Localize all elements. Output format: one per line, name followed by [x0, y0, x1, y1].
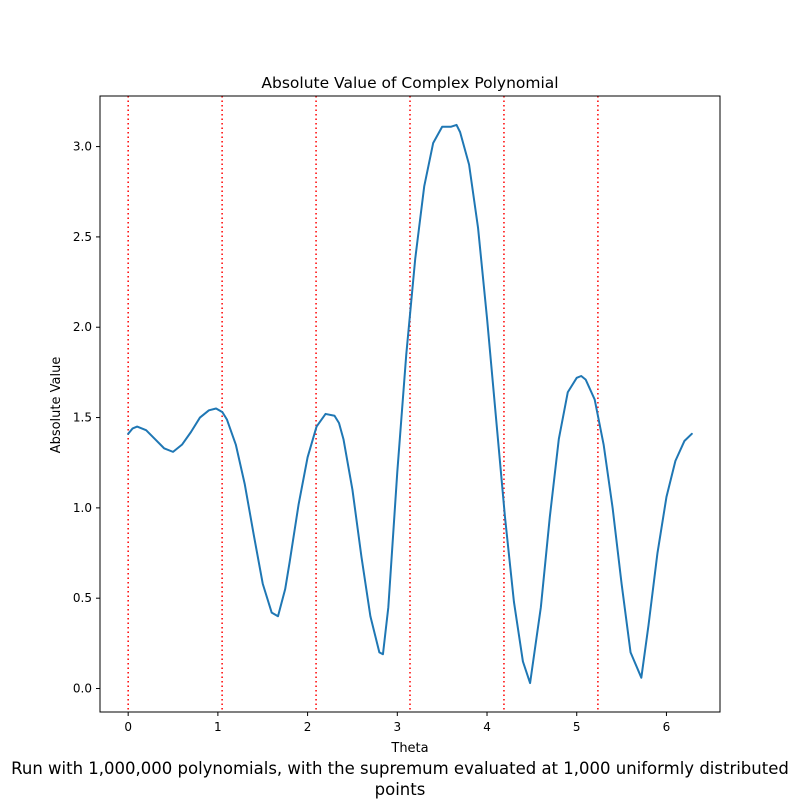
- y-tick-label: 2.0: [73, 320, 92, 334]
- x-tick-label: 6: [663, 720, 671, 734]
- x-tick-label: 5: [573, 720, 581, 734]
- y-tick-label: 1.0: [73, 501, 92, 515]
- x-axis-label: Theta: [390, 741, 428, 756]
- plot-area: 0 1 2 3 4 5 6 0.0 0.5 1.0 1.5 2.0 2.5 3.0: [73, 95, 721, 734]
- y-tick-label: 2.5: [73, 230, 92, 244]
- x-tick-label: 4: [483, 720, 491, 734]
- x-tick-label: 0: [124, 720, 132, 734]
- y-tick-label: 0.5: [73, 591, 92, 605]
- y-axis-label: Absolute Value: [49, 357, 64, 454]
- chart: Absolute Value of Complex Polynomial 0 1 2…: [49, 74, 721, 756]
- y-tick-label: 3.0: [73, 140, 92, 154]
- chart-title: Absolute Value of Complex Polynomial: [261, 74, 558, 92]
- y-tick-label: 1.5: [73, 411, 92, 425]
- x-tick-label: 2: [304, 720, 312, 734]
- figure-caption: Run with 1,000,000 polynomials, with the…: [11, 759, 789, 799]
- x-tick-label: 1: [214, 720, 222, 734]
- x-tick-label: 3: [393, 720, 401, 734]
- axes-frame: [99, 95, 721, 713]
- y-tick-label: 0.0: [73, 682, 92, 696]
- series-line: [127, 123, 693, 685]
